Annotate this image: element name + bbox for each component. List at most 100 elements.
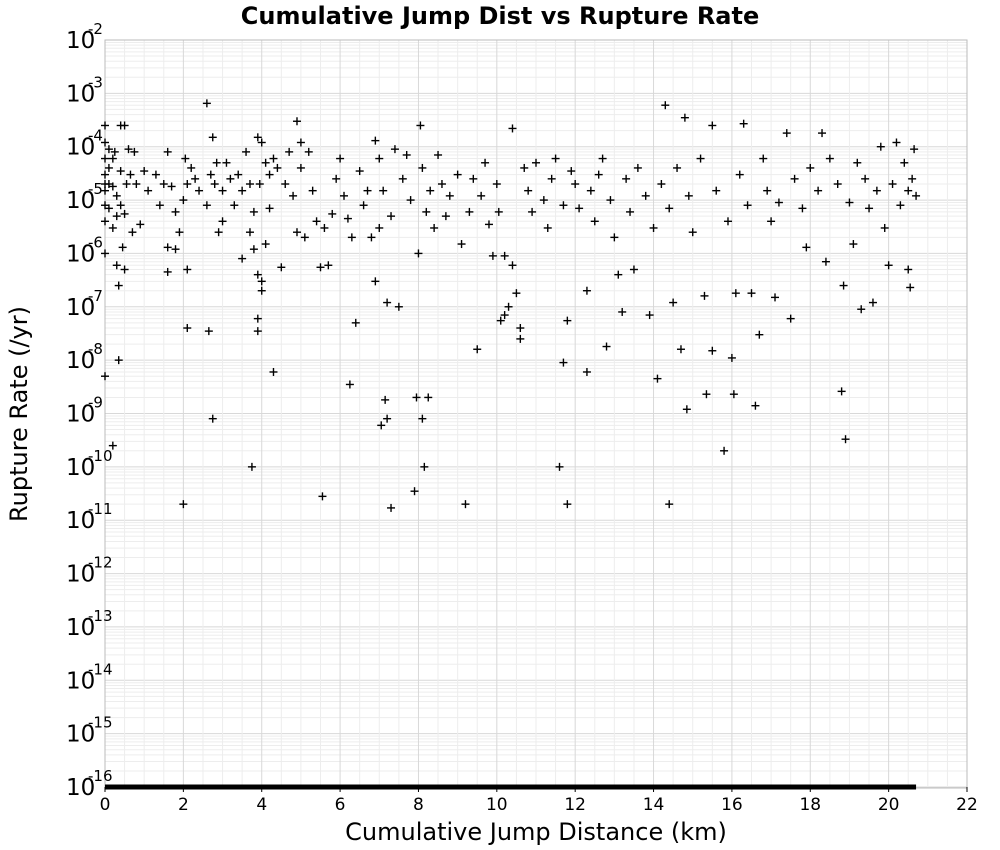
y-tick-label: 10-11 <box>66 500 113 534</box>
data-point <box>101 138 109 147</box>
data-point <box>688 228 697 237</box>
data-point <box>104 145 113 154</box>
y-tick-base: 10 <box>66 402 95 428</box>
data-point <box>653 374 662 383</box>
data-point <box>414 249 423 258</box>
data-point <box>336 154 345 163</box>
data-point <box>128 228 137 237</box>
data-point <box>247 462 256 471</box>
data-point <box>900 158 909 167</box>
data-point <box>567 167 576 176</box>
y-tick-base: 10 <box>66 295 95 321</box>
data-point <box>434 150 443 159</box>
data-point <box>484 220 493 229</box>
data-point <box>575 204 584 213</box>
data-point <box>868 298 877 307</box>
data-point <box>120 209 129 218</box>
data-point <box>888 180 897 189</box>
data-point <box>673 163 682 172</box>
data-point <box>833 180 842 189</box>
data-point <box>340 191 349 200</box>
data-point <box>629 265 638 274</box>
data-point <box>906 283 915 292</box>
data-point <box>892 138 901 147</box>
data-point <box>649 223 658 232</box>
y-tick-label: 10-12 <box>66 554 113 588</box>
data-point <box>908 174 917 183</box>
data-point <box>112 191 121 200</box>
data-point <box>136 220 145 229</box>
data-point <box>626 207 635 216</box>
data-point <box>500 251 509 260</box>
data-point <box>108 154 117 163</box>
data-point <box>524 186 533 195</box>
data-point <box>245 228 254 237</box>
data-point <box>543 223 552 232</box>
chart-title: Cumulative Jump Dist vs Rupture Rate <box>241 2 760 30</box>
data-point <box>849 240 858 249</box>
data-point <box>884 261 893 270</box>
y-tick-exponent: -2 <box>88 20 103 38</box>
data-point <box>222 158 231 167</box>
y-axis-ticks: 10-210-310-410-510-610-710-810-910-1010-… <box>66 20 113 801</box>
data-point <box>120 121 129 130</box>
y-tick-exponent: -4 <box>88 127 103 145</box>
data-point <box>265 170 274 179</box>
data-point <box>420 462 429 471</box>
data-point <box>195 186 204 195</box>
data-point <box>163 147 172 156</box>
data-point <box>465 207 474 216</box>
data-point <box>410 487 419 496</box>
data-points <box>101 99 921 512</box>
x-tick-label: 20 <box>878 795 900 815</box>
x-tick-label: 22 <box>956 795 978 815</box>
data-point <box>406 196 415 205</box>
y-tick-exponent: -12 <box>88 554 113 572</box>
y-tick-base: 10 <box>66 775 95 801</box>
data-point <box>457 240 466 249</box>
data-point <box>751 401 760 410</box>
data-point <box>269 154 278 163</box>
data-point <box>904 265 913 274</box>
data-point <box>261 158 270 167</box>
data-point <box>904 186 913 195</box>
data-point <box>218 186 227 195</box>
data-point <box>371 136 380 145</box>
y-tick-label: 10-6 <box>66 233 103 267</box>
data-point <box>387 212 396 221</box>
data-point <box>424 393 433 402</box>
data-point <box>880 223 889 232</box>
data-point <box>230 201 239 210</box>
x-tick-label: 14 <box>643 795 665 815</box>
data-point <box>551 154 560 163</box>
y-tick-exponent: -6 <box>88 233 103 251</box>
y-tick-exponent: -15 <box>88 714 113 732</box>
data-point <box>320 223 329 232</box>
data-point <box>445 191 454 200</box>
data-point <box>126 170 135 179</box>
data-point <box>112 212 121 221</box>
grid <box>104 39 968 788</box>
data-point <box>175 228 184 237</box>
x-tick-label: 8 <box>413 795 424 815</box>
data-point <box>712 186 721 195</box>
data-point <box>684 191 693 200</box>
data-point <box>402 150 411 159</box>
data-point <box>872 186 881 195</box>
data-point <box>790 174 799 183</box>
data-point <box>416 121 425 130</box>
data-point <box>234 170 243 179</box>
data-point <box>343 214 352 223</box>
data-point <box>723 217 732 226</box>
data-point <box>183 180 192 189</box>
data-point <box>771 293 780 302</box>
data-point <box>155 201 164 210</box>
data-point <box>512 289 521 298</box>
data-point <box>226 174 235 183</box>
x-tick-label: 16 <box>721 795 743 815</box>
data-point <box>281 180 290 189</box>
data-point <box>261 240 270 249</box>
data-point <box>582 367 591 376</box>
data-point <box>641 191 650 200</box>
y-tick-exponent: -13 <box>88 607 113 625</box>
